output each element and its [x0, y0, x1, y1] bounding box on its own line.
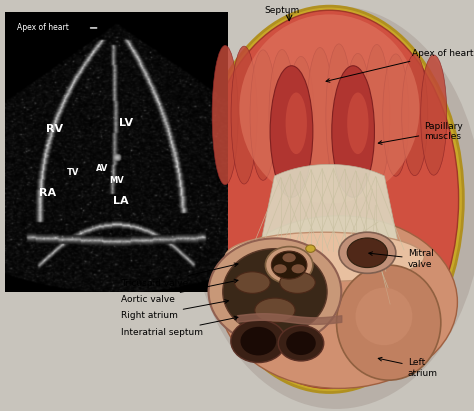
Text: Septum: Septum	[264, 6, 300, 15]
Ellipse shape	[273, 264, 287, 273]
Text: Apex of heart: Apex of heart	[17, 23, 68, 32]
Ellipse shape	[195, 6, 463, 393]
Text: Interatrial septum: Interatrial septum	[121, 316, 238, 337]
Ellipse shape	[307, 48, 333, 182]
Text: Papillary
muscles: Papillary muscles	[378, 122, 463, 144]
Text: Mitral
valve: Mitral valve	[369, 249, 434, 269]
Ellipse shape	[383, 54, 409, 176]
Text: Apex of heart: Apex of heart	[326, 49, 474, 82]
Ellipse shape	[223, 249, 327, 335]
Ellipse shape	[285, 92, 307, 154]
Ellipse shape	[231, 46, 257, 184]
Ellipse shape	[345, 53, 371, 177]
Ellipse shape	[278, 326, 324, 361]
Ellipse shape	[337, 265, 441, 380]
Ellipse shape	[212, 46, 238, 185]
Ellipse shape	[356, 288, 412, 345]
Bar	[5, 12, 228, 292]
Text: Tricuspid valve: Tricuspid valve	[121, 263, 238, 288]
Ellipse shape	[240, 327, 276, 356]
Ellipse shape	[283, 253, 296, 262]
Ellipse shape	[326, 44, 352, 186]
Ellipse shape	[339, 232, 396, 273]
Ellipse shape	[292, 264, 305, 273]
Text: MV: MV	[109, 176, 124, 185]
Text: LA: LA	[113, 196, 128, 206]
Text: RV: RV	[46, 125, 63, 134]
Ellipse shape	[306, 245, 315, 252]
Text: LV: LV	[118, 118, 133, 128]
Ellipse shape	[332, 66, 374, 197]
Ellipse shape	[235, 272, 270, 293]
Ellipse shape	[225, 232, 424, 282]
Ellipse shape	[269, 50, 295, 180]
Ellipse shape	[421, 55, 447, 175]
Ellipse shape	[250, 50, 276, 180]
Text: AV: AV	[96, 164, 108, 173]
Ellipse shape	[209, 238, 341, 345]
Ellipse shape	[280, 272, 315, 293]
Ellipse shape	[401, 55, 428, 175]
Text: TV: TV	[67, 168, 80, 177]
Ellipse shape	[191, 6, 474, 409]
Ellipse shape	[271, 251, 307, 279]
Ellipse shape	[239, 14, 419, 203]
Text: Aortic valve: Aortic valve	[121, 279, 238, 304]
Ellipse shape	[200, 10, 459, 388]
Ellipse shape	[231, 320, 286, 363]
Ellipse shape	[288, 56, 314, 174]
Ellipse shape	[347, 92, 369, 154]
Ellipse shape	[255, 298, 295, 323]
Ellipse shape	[364, 44, 390, 186]
Polygon shape	[258, 164, 401, 255]
Ellipse shape	[286, 331, 316, 355]
Ellipse shape	[347, 238, 387, 268]
Text: RA: RA	[39, 188, 56, 198]
Text: Right atrium: Right atrium	[121, 300, 228, 320]
Ellipse shape	[270, 66, 313, 197]
Ellipse shape	[265, 247, 313, 284]
Ellipse shape	[220, 216, 457, 388]
Text: Left
atrium: Left atrium	[378, 357, 438, 378]
